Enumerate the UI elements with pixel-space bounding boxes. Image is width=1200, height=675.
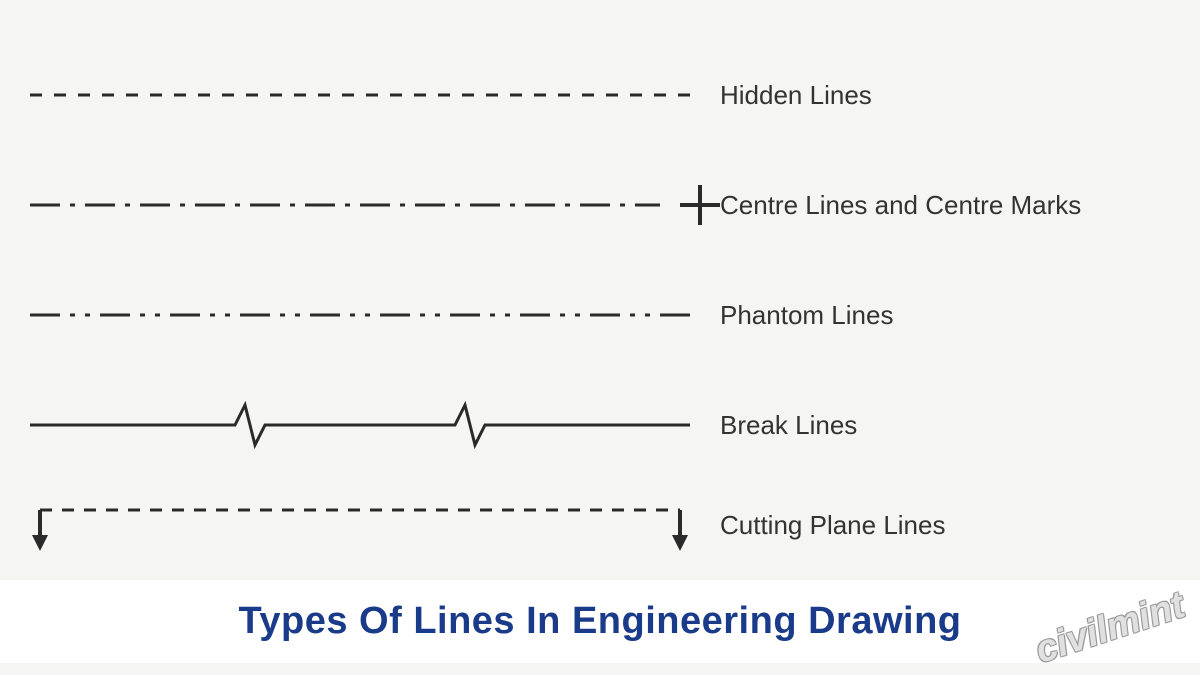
page-title: Types Of Lines In Engineering Drawing (0, 600, 1200, 643)
line-sample-centre (30, 175, 690, 235)
arrow-down-icon (672, 535, 688, 551)
line-sample-cutting (30, 495, 690, 555)
label-hidden: Hidden Lines (690, 80, 872, 111)
label-centre: Centre Lines and Centre Marks (690, 190, 1081, 221)
line-row-break: Break Lines (30, 370, 1180, 480)
title-bar: Types Of Lines In Engineering Drawing (0, 580, 1200, 663)
label-break: Break Lines (690, 410, 857, 441)
line-row-hidden: Hidden Lines (30, 40, 1180, 150)
line-row-phantom: Phantom Lines (30, 260, 1180, 370)
line-sample-break (30, 395, 690, 455)
diagram-area: Hidden Lines Centre Lines and Centre Mar… (0, 0, 1200, 580)
cutting-plane-svg (30, 495, 690, 555)
label-cutting: Cutting Plane Lines (690, 510, 945, 541)
line-row-centre: Centre Lines and Centre Marks (30, 150, 1180, 260)
line-sample-phantom (30, 285, 690, 345)
label-phantom: Phantom Lines (690, 300, 893, 331)
plus-mark-icon (680, 185, 720, 225)
centre-line-svg (30, 175, 730, 235)
line-sample-hidden (30, 65, 690, 125)
line-row-cutting: Cutting Plane Lines (30, 480, 1180, 570)
break-line-svg (30, 395, 690, 455)
arrow-down-icon (32, 535, 48, 551)
phantom-line-svg (30, 285, 690, 345)
hidden-line-svg (30, 65, 690, 125)
